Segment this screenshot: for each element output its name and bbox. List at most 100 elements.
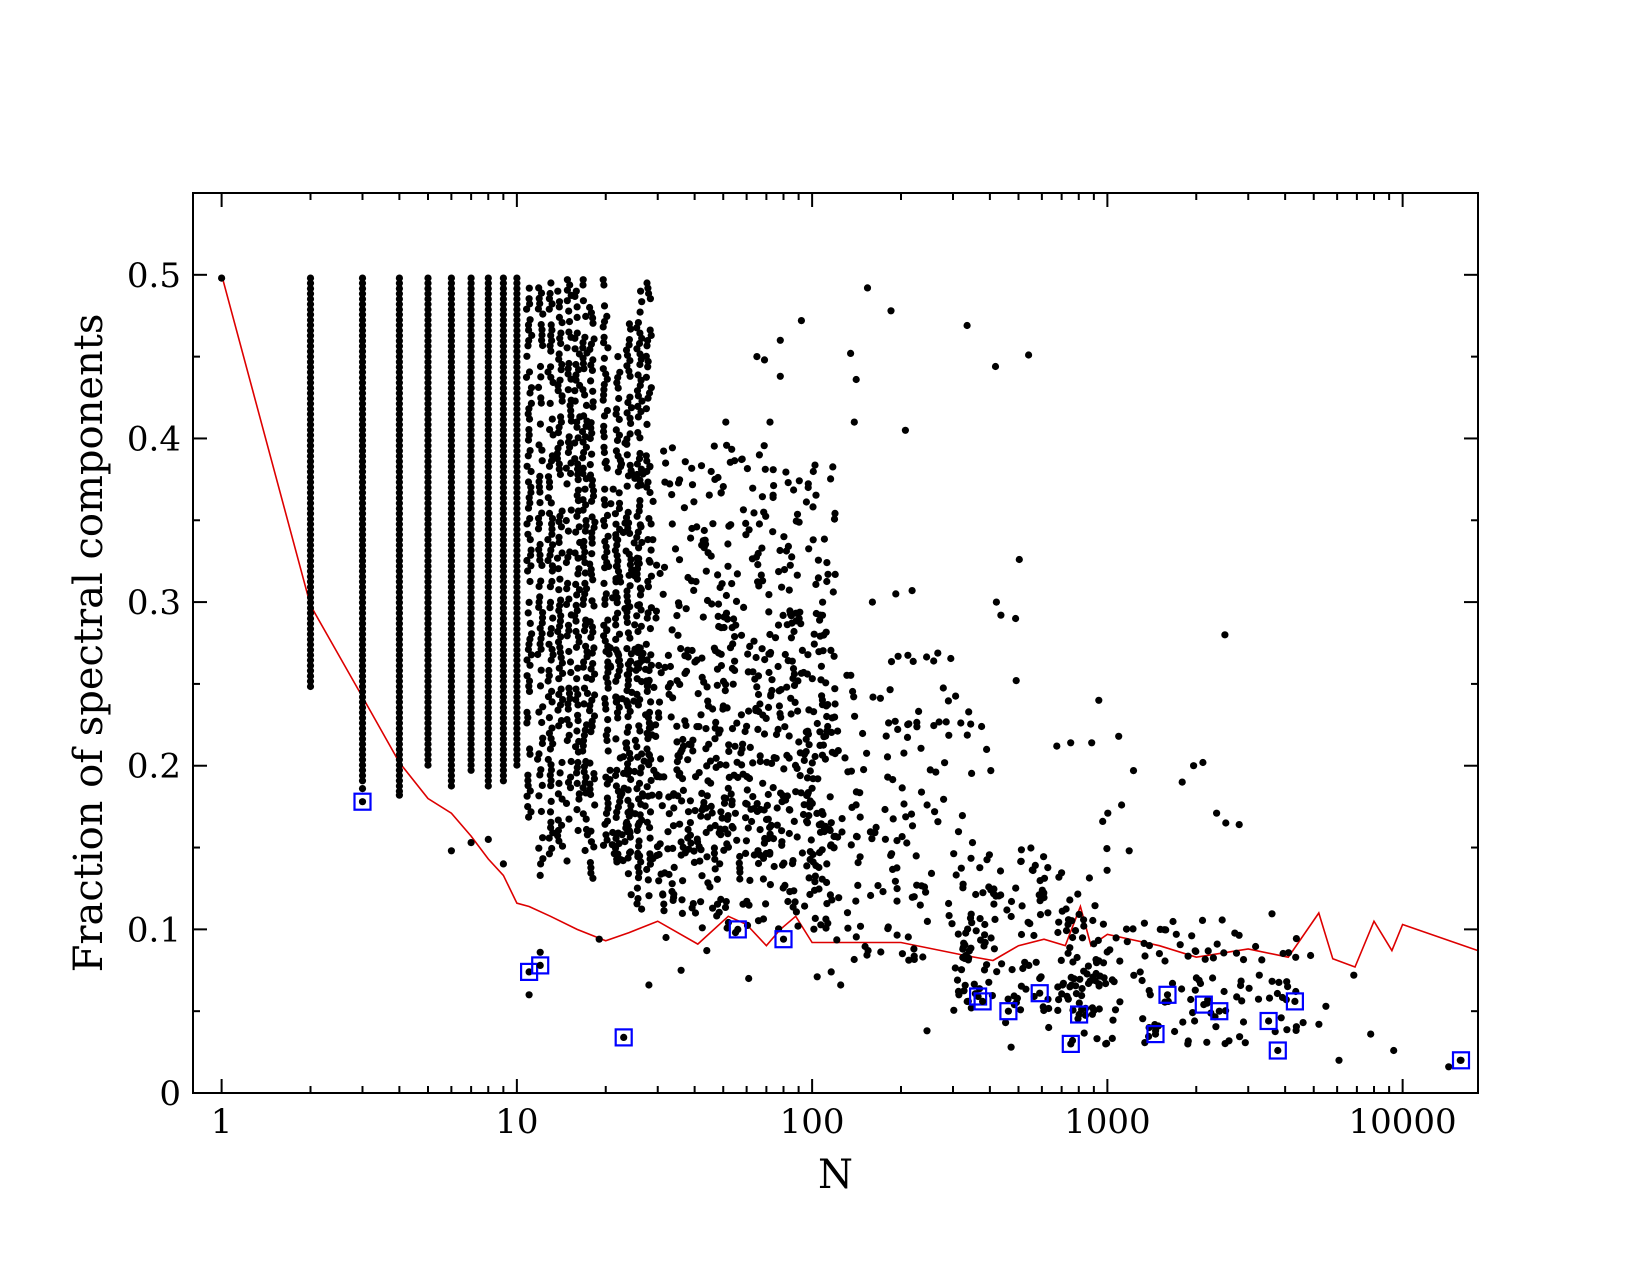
data-point (499, 332, 507, 340)
data-point (940, 795, 948, 803)
data-point (724, 830, 732, 838)
data-point (621, 605, 629, 613)
data-point (554, 565, 563, 573)
data-point (395, 321, 403, 329)
data-point (957, 719, 965, 727)
data-point (484, 311, 492, 319)
data-point (527, 467, 535, 476)
data-point (622, 547, 630, 555)
data-point (467, 588, 475, 596)
data-point (571, 387, 579, 395)
data-point (306, 342, 315, 350)
data-point (424, 531, 432, 539)
data-point (499, 326, 507, 335)
data-point (467, 740, 475, 748)
data-point (573, 303, 581, 311)
data-point (546, 426, 554, 434)
data-point (573, 727, 581, 735)
data-point (711, 855, 719, 863)
data-point (554, 826, 563, 835)
data-point (358, 677, 367, 685)
data-point (539, 834, 547, 842)
data-point (538, 718, 546, 727)
data-point (467, 494, 475, 502)
data-point (808, 799, 816, 808)
data-point (945, 899, 953, 908)
data-point (447, 593, 455, 602)
data-point (484, 541, 492, 549)
data-point (546, 771, 554, 779)
data-point (571, 549, 579, 557)
data-point (591, 801, 599, 809)
data-point (555, 350, 563, 358)
data-point (306, 656, 315, 664)
data-point (1084, 979, 1093, 988)
data-point (893, 885, 901, 893)
data-point (467, 735, 475, 743)
data-point (863, 951, 871, 959)
data-point (484, 782, 492, 790)
data-point (513, 698, 521, 706)
data-point (306, 316, 315, 324)
data-point (447, 745, 455, 754)
data-point (573, 423, 581, 431)
data-point (647, 331, 655, 339)
data-point (447, 374, 455, 382)
highlighted-point-dot (1004, 1007, 1013, 1015)
data-point (675, 556, 684, 564)
data-point (1292, 953, 1300, 961)
data-point (820, 535, 829, 543)
data-point (306, 499, 315, 507)
data-point (976, 864, 984, 872)
data-point (306, 646, 315, 654)
data-point (579, 339, 587, 347)
data-point (758, 544, 766, 552)
data-point (728, 822, 736, 831)
data-point (604, 344, 612, 352)
data-point (484, 400, 492, 408)
data-point (811, 461, 819, 469)
data-point (718, 814, 726, 822)
data-point (793, 571, 801, 579)
data-point (484, 719, 492, 727)
data-point (635, 601, 644, 609)
data-point (395, 635, 403, 644)
data-point (604, 747, 612, 755)
data-point (900, 800, 908, 808)
data-point (565, 307, 573, 315)
data-point (395, 682, 403, 691)
data-point (513, 562, 521, 570)
data-point (499, 682, 507, 691)
data-point (424, 489, 432, 497)
data-point (957, 966, 966, 974)
data-point (1237, 981, 1245, 990)
data-point (609, 485, 617, 493)
data-point (306, 541, 315, 549)
data-point (1017, 930, 1026, 939)
data-point (467, 724, 475, 733)
data-point (513, 300, 521, 308)
data-point (306, 510, 315, 518)
data-point (612, 635, 620, 644)
data-point (728, 624, 736, 632)
data-point (831, 713, 839, 721)
data-point (499, 431, 507, 439)
data-point (467, 415, 475, 424)
data-point (424, 745, 432, 754)
data-point (591, 691, 599, 699)
data-point (684, 573, 692, 582)
data-point (306, 405, 315, 413)
data-point (572, 643, 581, 651)
data-point (612, 834, 620, 843)
data-point (395, 751, 403, 759)
data-point (306, 415, 315, 424)
data-point (562, 558, 571, 567)
data-point (712, 763, 720, 772)
data-point (513, 295, 521, 303)
data-point (785, 732, 793, 740)
data-point (941, 759, 949, 767)
data-point (395, 766, 403, 774)
data-point (638, 750, 646, 758)
data-point (774, 621, 783, 629)
data-point (908, 822, 917, 830)
